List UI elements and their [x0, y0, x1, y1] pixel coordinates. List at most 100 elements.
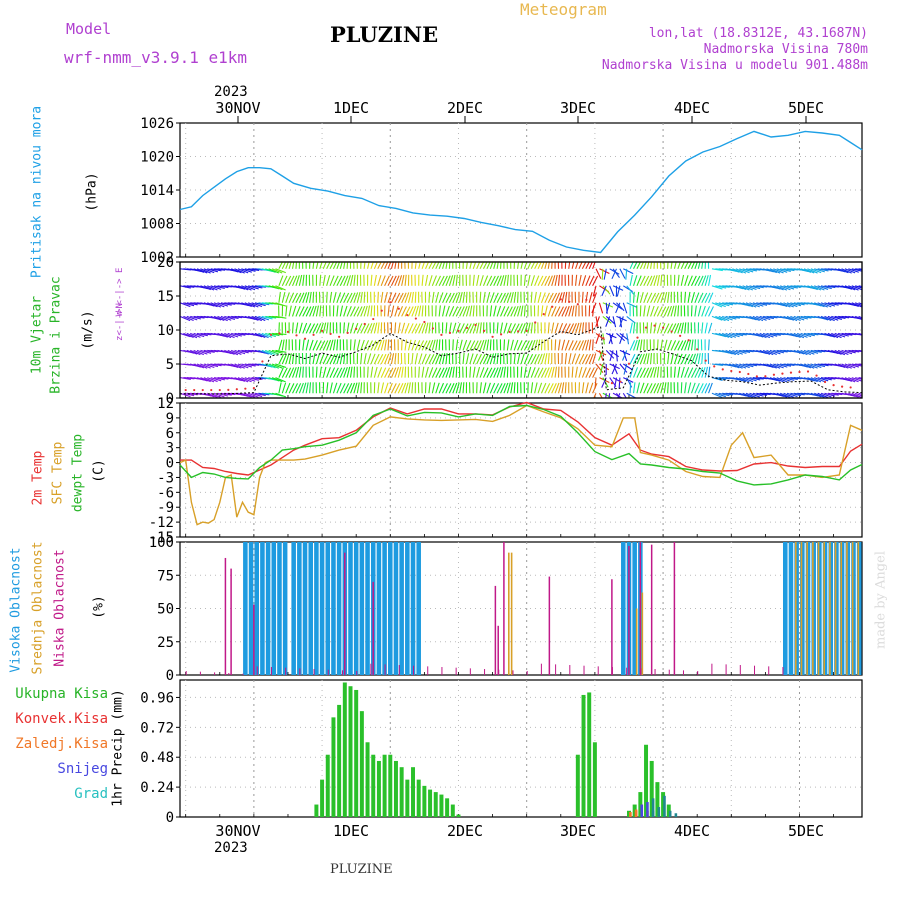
wind-barb — [534, 275, 540, 287]
precip-hail-bar — [668, 810, 672, 817]
wind-barb — [763, 315, 775, 320]
wind-barb — [711, 302, 723, 308]
cloud-low-bar — [253, 604, 255, 675]
wind-barb — [571, 262, 575, 269]
wind-barb — [650, 383, 657, 394]
wind-barb — [732, 332, 744, 337]
wind-barb — [465, 340, 472, 351]
wind-barb — [421, 322, 427, 334]
compass-label-ns: z<-|->N — [115, 303, 125, 341]
wind-barb — [722, 302, 734, 306]
wind-gust-point — [585, 298, 588, 301]
wind-barb — [694, 353, 699, 365]
wind-barb — [281, 291, 286, 303]
cloud-mid-bar — [846, 542, 848, 675]
wind-barb — [397, 366, 402, 378]
wind-barb — [394, 352, 397, 365]
wind-barb — [855, 332, 862, 336]
x-day-label-top: 2DEC — [447, 99, 483, 117]
cloud-low-stub — [299, 668, 301, 675]
wind-barb — [687, 353, 694, 365]
y-tick-label: -12 — [149, 515, 174, 531]
pressure-unit: (hPa) — [84, 172, 100, 212]
wind-gust-point — [440, 333, 443, 336]
wind-barb — [599, 363, 604, 375]
wind-barb — [237, 268, 249, 274]
cloud-low-stub — [682, 670, 684, 675]
wind-barb — [530, 262, 536, 270]
wind-barb — [380, 382, 385, 394]
wind-barb — [861, 333, 862, 334]
wind-barb — [302, 339, 305, 351]
wind-barb — [237, 285, 249, 291]
elevation-label: Nadmorska Visina 780m — [703, 42, 868, 57]
wind-barb — [356, 382, 360, 394]
wind-barb — [527, 274, 531, 286]
wind-barb — [322, 322, 327, 334]
wind-barb — [356, 323, 363, 334]
wind-barb — [312, 305, 317, 317]
wind-barb — [281, 353, 288, 365]
wind-barb — [779, 377, 791, 382]
wind-barb — [448, 275, 454, 286]
cloud-high-bar — [800, 542, 805, 675]
wind-barb — [496, 352, 499, 365]
wind-barb — [633, 339, 638, 351]
wind-barb — [745, 363, 758, 367]
wind-barb — [663, 339, 668, 351]
wind-barb — [275, 392, 287, 398]
wind-barb — [319, 353, 325, 365]
wind-barb — [718, 332, 730, 338]
wind-barb — [394, 275, 400, 287]
wind-barb — [783, 377, 795, 381]
wind-gust-point — [312, 333, 315, 336]
wind-barb — [680, 322, 684, 334]
wind-barb — [394, 383, 401, 394]
wind-barb — [653, 275, 658, 286]
wind-barb — [749, 392, 760, 398]
wind-barb — [476, 366, 481, 378]
wind-barb — [588, 262, 593, 270]
wind-barb — [725, 349, 736, 356]
wind-barb — [180, 285, 191, 289]
wind-barb — [496, 322, 499, 334]
precip-snow-bar — [640, 804, 644, 817]
wind-barb — [701, 352, 704, 365]
wind-barb — [230, 268, 242, 274]
wind-barb — [384, 292, 388, 303]
x-day-label-bottom: 1DEC — [333, 822, 369, 840]
wind-barb — [373, 274, 377, 286]
wind-barb — [786, 377, 798, 381]
wind-barb — [715, 285, 727, 289]
wind-barb — [469, 340, 476, 351]
wind-barb — [387, 305, 390, 317]
wind-barb — [404, 274, 407, 286]
wind-barb — [766, 349, 777, 355]
wind-barb — [568, 262, 571, 269]
cloud-mid-bar — [812, 542, 814, 675]
wind-barb — [831, 315, 843, 320]
wind-barb — [295, 366, 300, 378]
y-tick-label: 0 — [166, 668, 174, 684]
y-tick-label: 1020 — [140, 150, 174, 166]
wind-barb — [656, 366, 660, 378]
precip-total-bar — [433, 792, 438, 817]
wind-barb — [800, 332, 812, 338]
cloud-mid-bar — [641, 592, 644, 675]
wind-barb — [353, 382, 358, 394]
wind-barb — [605, 316, 611, 327]
wind-barb — [326, 382, 329, 394]
wind-barb — [244, 377, 256, 382]
wind-barb — [370, 353, 376, 365]
wind-barb — [435, 367, 442, 378]
wind-barb — [479, 275, 484, 286]
wind-barb — [585, 262, 590, 270]
wind-barb — [749, 302, 760, 308]
wind-barb — [435, 275, 441, 287]
wind-gust-point — [414, 317, 417, 320]
wind-barb — [305, 339, 310, 351]
wind-barb — [592, 292, 598, 303]
wind-barb — [558, 306, 564, 317]
wind-barb — [302, 306, 309, 317]
wind-barb — [322, 274, 326, 286]
